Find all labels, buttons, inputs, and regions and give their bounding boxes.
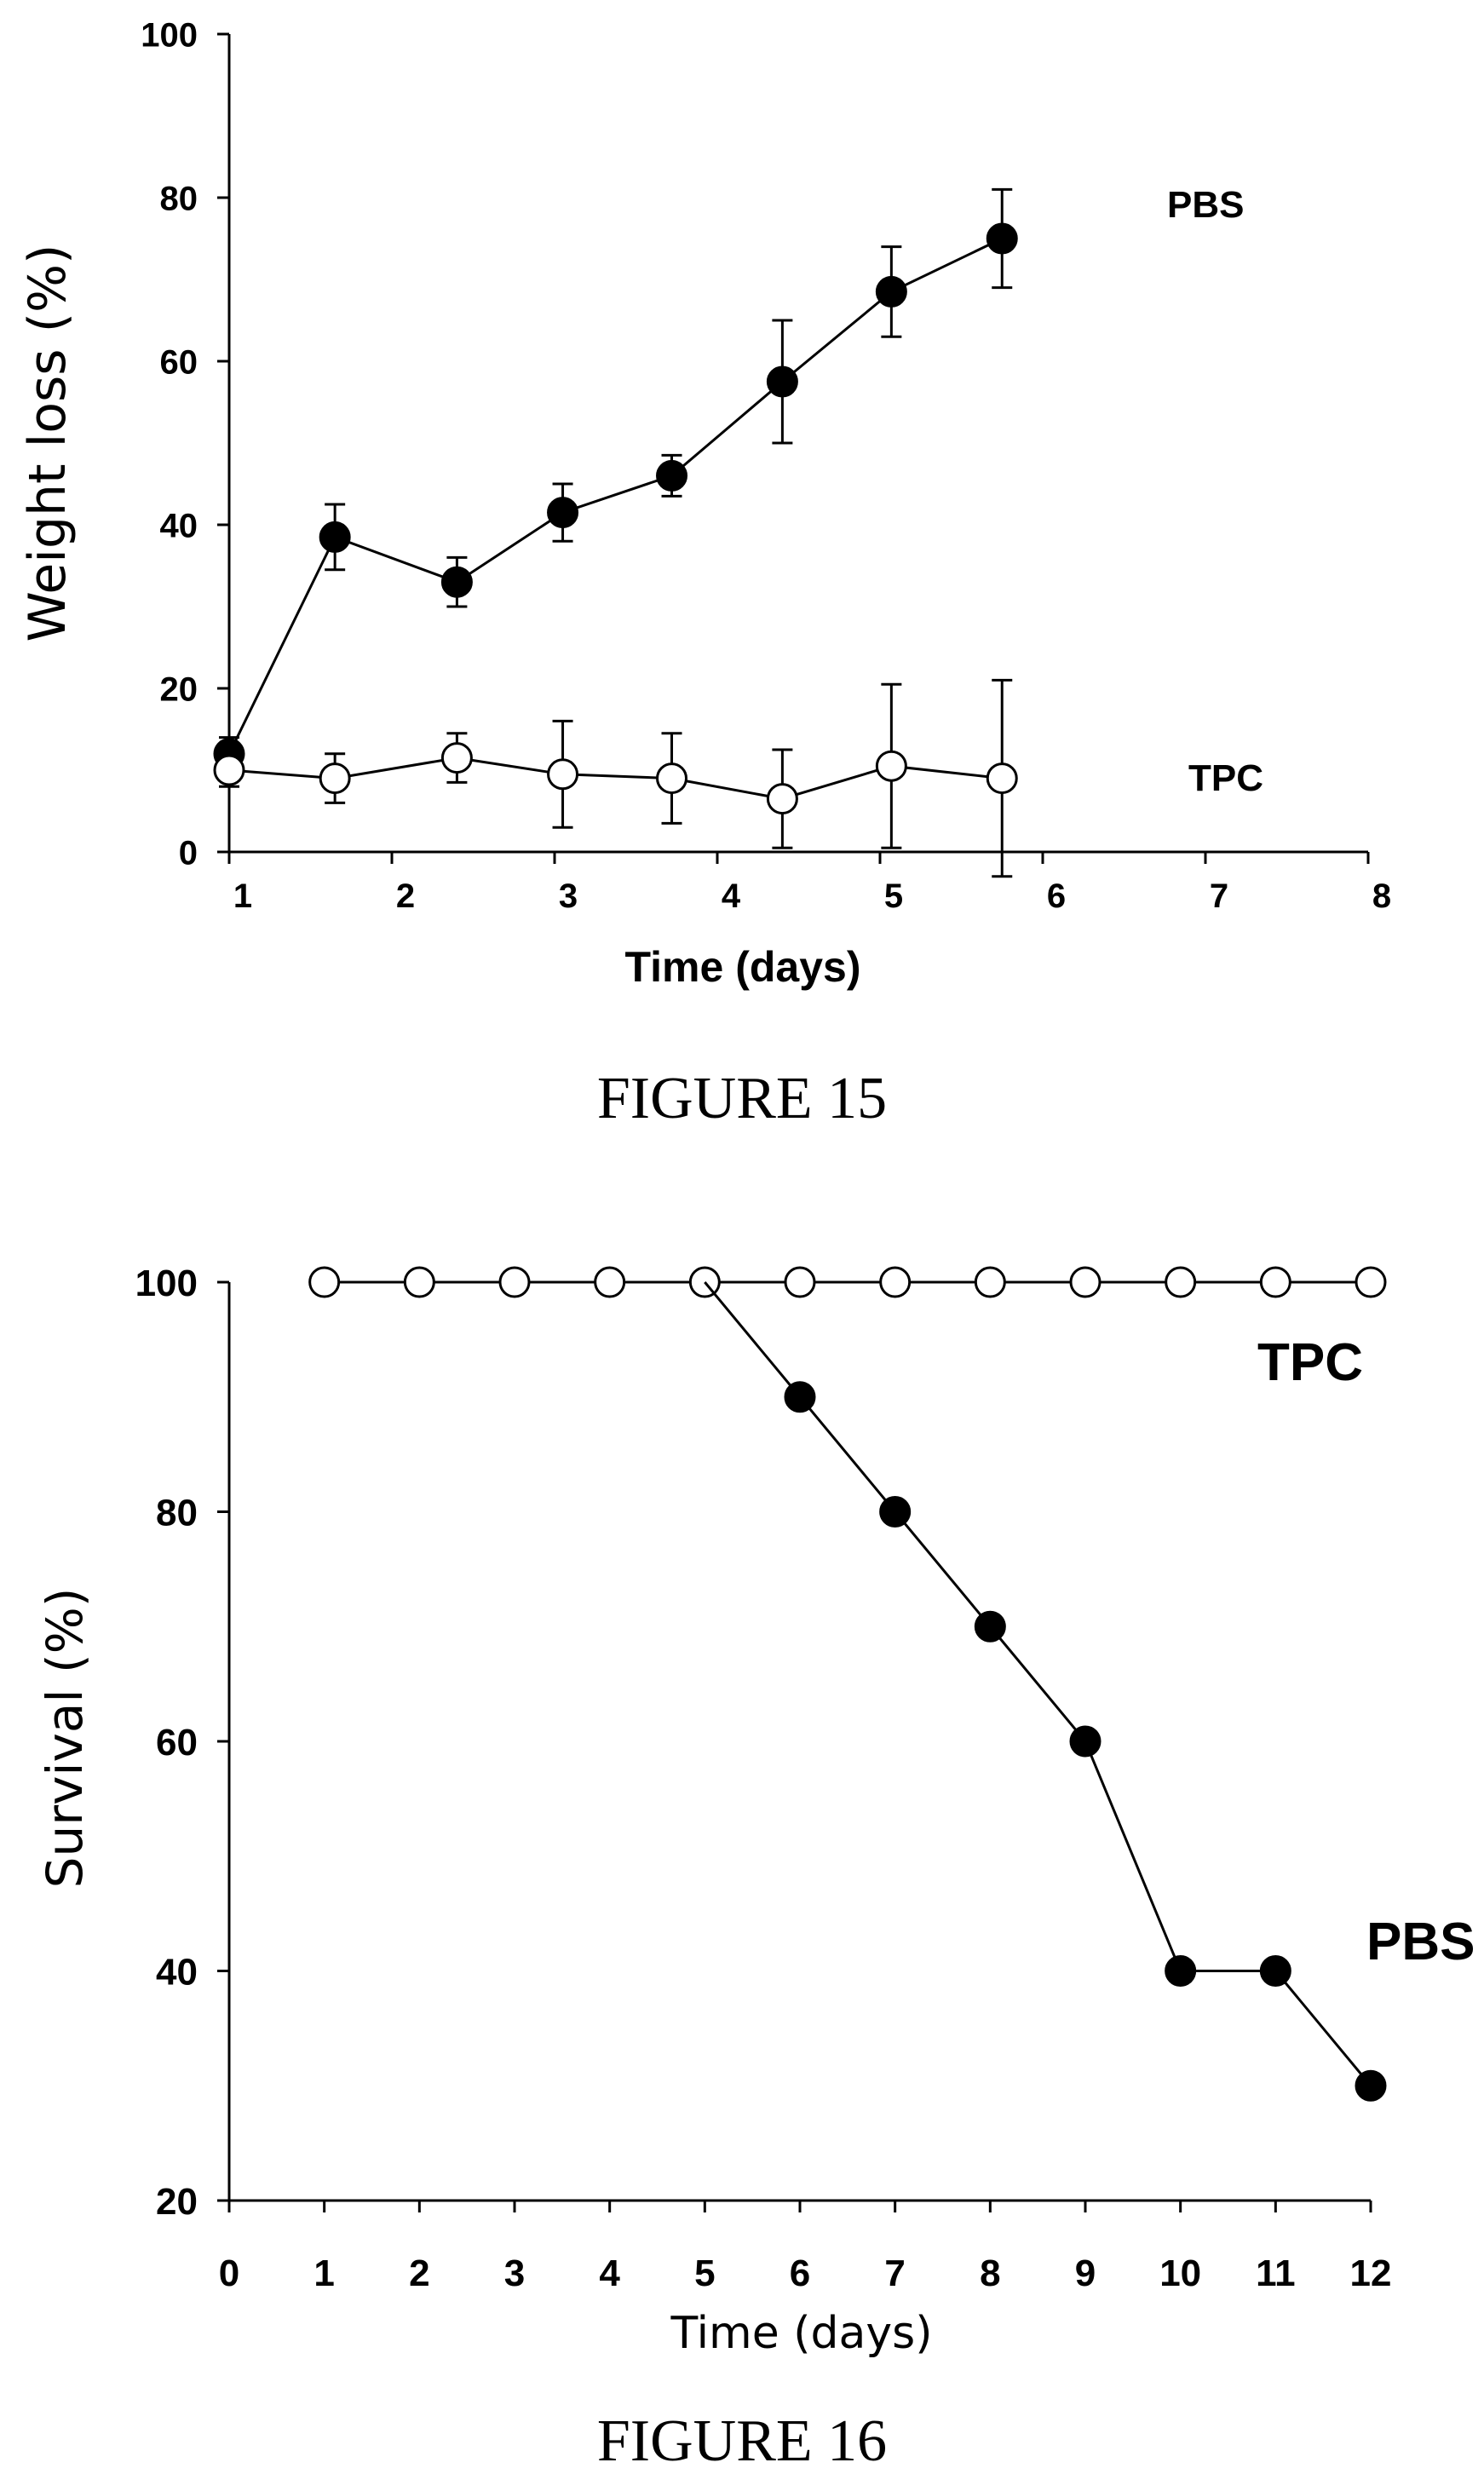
y-tick-label: 60: [160, 343, 198, 381]
y-axis-title: Weight loss (%): [18, 245, 78, 642]
data-point-tpc: [875, 750, 907, 782]
data-point-pbs: [974, 1610, 1006, 1643]
data-point-tpc: [656, 762, 688, 795]
x-tick-label: 7: [884, 2252, 905, 2294]
x-axis-title: Time (days): [625, 943, 861, 991]
data-point-pbs: [875, 275, 907, 308]
data-point-tpc: [1165, 1266, 1197, 1298]
y-tick-label: 40: [156, 1951, 198, 1993]
y-tick-label: 100: [141, 16, 198, 54]
data-point-tpc: [403, 1266, 435, 1298]
data-point-tpc: [319, 762, 351, 795]
data-point-tpc: [986, 762, 1018, 795]
figure-caption: FIGURE 16: [597, 2408, 887, 2474]
data-point-pbs: [784, 1381, 816, 1413]
series-line-pbs: [704, 1281, 1372, 2087]
x-tick-label: 5: [884, 877, 903, 915]
data-point-pbs: [1165, 1955, 1197, 1987]
x-tick-label: 12: [1350, 2252, 1392, 2294]
data-point-pbs: [440, 566, 473, 598]
data-point-pbs: [766, 365, 798, 398]
data-point-pbs: [547, 497, 579, 529]
x-tick-label: 11: [1256, 2252, 1296, 2294]
x-tick-label: 8: [980, 2252, 1000, 2294]
y-tick-label: 100: [135, 1263, 198, 1304]
data-point-tpc: [1069, 1266, 1101, 1298]
data-point-pbs: [1355, 2069, 1387, 2102]
x-tick-label: 9: [1075, 2252, 1096, 2294]
series-label-tpc: TPC: [1257, 1333, 1363, 1392]
figure-15-weight-loss-chart: 0 20 40 60 80 100 1 2 3 4 5 6 7 8 Weight loss (%) Ti…: [18, 16, 1391, 1131]
x-tick-label: 8: [1372, 877, 1391, 915]
x-tick-label: 4: [722, 877, 741, 915]
series-line-pbs: [227, 237, 1003, 755]
x-tick-label: 5: [694, 2252, 715, 2294]
data-point-pbs: [879, 1496, 912, 1528]
x-tick-label: 3: [559, 877, 578, 915]
data-point-tpc: [766, 783, 798, 815]
x-tick-label: 10: [1159, 2252, 1201, 2294]
x-tick-label: 0: [219, 2252, 239, 2294]
data-point-tpc: [498, 1266, 531, 1298]
series-label-pbs: PBS: [1167, 184, 1244, 226]
x-tick-label: 4: [599, 2252, 620, 2294]
x-tick-label: 3: [504, 2252, 525, 2294]
data-point-tpc: [974, 1266, 1006, 1298]
y-tick-label: 20: [160, 670, 198, 708]
data-point-pbs: [1259, 1955, 1291, 1987]
series-label-tpc: TPC: [1188, 757, 1263, 799]
data-point-pbs: [986, 222, 1018, 255]
x-tick-label: 7: [1210, 877, 1228, 915]
series-line-tpc: [228, 757, 1003, 801]
data-point-tpc: [308, 1266, 341, 1298]
y-tick-label: 80: [156, 1492, 198, 1533]
data-point-tpc: [594, 1266, 626, 1298]
data-point-tpc: [879, 1266, 912, 1298]
y-axis-title: Survival (%): [36, 1588, 94, 1889]
data-point-tpc: [784, 1266, 816, 1298]
data-point-tpc: [1355, 1266, 1387, 1298]
y-tick-label: 0: [179, 834, 198, 872]
figure-caption: FIGURE 15: [597, 1066, 887, 1131]
x-tick-label: 6: [790, 2252, 810, 2294]
x-tick-label: 1: [233, 877, 252, 915]
data-point-tpc: [1259, 1266, 1291, 1298]
y-tick-label: 60: [156, 1722, 198, 1763]
x-axis-title: Time (days): [670, 2308, 932, 2359]
x-tick-label: 2: [409, 2252, 429, 2294]
data-point-tpc: [547, 758, 579, 791]
data-point-tpc: [213, 754, 245, 786]
x-tick-label: 1: [313, 2252, 334, 2294]
y-tick-label: 20: [156, 2181, 198, 2223]
data-point-pbs: [1069, 1725, 1101, 1758]
data-point-tpc: [440, 742, 473, 774]
y-tick-label: 80: [160, 180, 198, 217]
y-tick-label: 40: [160, 507, 198, 544]
x-tick-label: 2: [396, 877, 415, 915]
data-point-pbs: [656, 459, 688, 492]
x-tick-label: 6: [1047, 877, 1066, 915]
data-point-pbs: [319, 521, 351, 553]
series-label-pbs: PBS: [1366, 1913, 1475, 1971]
